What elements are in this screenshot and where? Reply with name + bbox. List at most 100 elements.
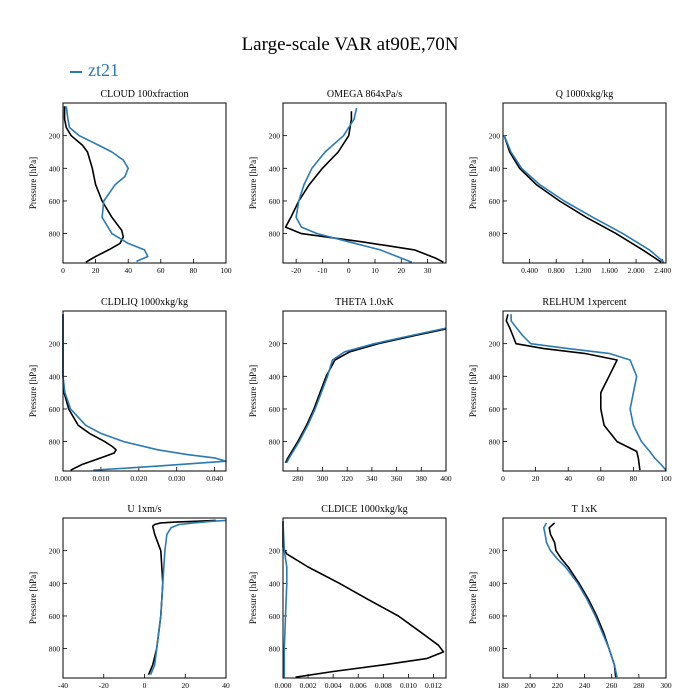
x-tick-label: 0.008 bbox=[375, 681, 392, 690]
figure-title: Large-scale VAR at90E,70N bbox=[241, 34, 459, 55]
x-tick-label: 0.030 bbox=[168, 474, 185, 483]
y-tick-label: 400 bbox=[269, 579, 281, 588]
y-tick-label: 200 bbox=[269, 132, 281, 141]
x-tick-label: 300 bbox=[317, 474, 329, 483]
series-line-zt21 bbox=[503, 135, 665, 263]
panel-title: RELHUM 1xpercent bbox=[542, 297, 626, 308]
y-axis-label: Pressure [hPa] bbox=[248, 157, 258, 209]
y-axis-label: Pressure [hPa] bbox=[28, 157, 38, 209]
y-tick-label: 400 bbox=[489, 579, 501, 588]
y-tick-label: 800 bbox=[269, 438, 281, 447]
x-tick-label: 380 bbox=[416, 474, 428, 483]
panel-title: Q 1000xkg/kg bbox=[556, 89, 614, 100]
plot-frame bbox=[282, 102, 447, 264]
series-line-primary bbox=[147, 519, 216, 676]
series-line-primary bbox=[63, 106, 125, 263]
x-tick-label: 0.000 bbox=[55, 474, 72, 483]
x-tick-label: 0.400 bbox=[521, 266, 538, 275]
x-tick-label: -10 bbox=[317, 266, 327, 275]
x-tick-label: 60 bbox=[597, 474, 605, 483]
y-tick-label: 600 bbox=[489, 405, 501, 414]
x-tick-label: 30 bbox=[424, 266, 432, 275]
x-tick-label: 0 bbox=[143, 681, 147, 690]
x-tick-label: 280 bbox=[292, 474, 304, 483]
series-line-zt21 bbox=[62, 314, 227, 471]
y-tick-label: 600 bbox=[49, 405, 61, 414]
x-tick-label: 100 bbox=[220, 266, 232, 275]
panel-1: CLOUD 100xfraction Pressure [hPa] 0 20 40 60 8… bbox=[28, 89, 232, 275]
x-tick-label: 20 bbox=[182, 681, 190, 690]
x-tick-label: 1.200 bbox=[574, 266, 591, 275]
x-tick-label: 220 bbox=[552, 681, 564, 690]
panel-9: T 1xK Pressure [hPa] 180 200 220 240 260 280 300… bbox=[468, 504, 672, 690]
y-tick-label: 800 bbox=[489, 230, 501, 239]
x-tick-label: 0.800 bbox=[548, 266, 565, 275]
x-tick-label: 20 bbox=[92, 266, 100, 275]
x-tick-label: 60 bbox=[157, 266, 165, 275]
x-tick-label: 260 bbox=[606, 681, 618, 690]
x-tick-label: 360 bbox=[391, 474, 403, 483]
x-tick-label: 0 bbox=[347, 266, 351, 275]
plot-frame bbox=[502, 517, 667, 679]
panel-2: OMEGA 864xPa/s Pressure [hPa] -20 -10 0 10 20 3… bbox=[248, 89, 447, 275]
x-tick-label: 20 bbox=[532, 474, 540, 483]
y-axis-label: Pressure [hPa] bbox=[248, 365, 258, 417]
x-tick-label: -40 bbox=[58, 681, 68, 690]
x-tick-label: 40 bbox=[124, 266, 132, 275]
series-line-primary bbox=[284, 328, 447, 464]
y-tick-label: 800 bbox=[269, 645, 281, 654]
x-tick-label: 0.004 bbox=[325, 681, 342, 690]
panel-title: CLOUD 100xfraction bbox=[100, 89, 188, 100]
series-line-zt21 bbox=[282, 521, 288, 678]
x-tick-label: 2.400 bbox=[654, 266, 671, 275]
x-tick-label: -20 bbox=[291, 266, 301, 275]
y-axis-label: Pressure [hPa] bbox=[28, 365, 38, 417]
x-tick-label: 300 bbox=[660, 681, 672, 690]
x-tick-label: 320 bbox=[342, 474, 354, 483]
plot-frame bbox=[502, 310, 667, 472]
x-tick-label: 0 bbox=[501, 474, 505, 483]
y-tick-label: 600 bbox=[49, 197, 61, 206]
y-axis-label: Pressure [hPa] bbox=[28, 572, 38, 624]
y-tick-label: 400 bbox=[49, 164, 61, 173]
panel-title: CLDLIQ 1000xkg/kg bbox=[101, 297, 188, 308]
series-line-zt21 bbox=[285, 327, 447, 464]
panel-8: CLDICE 1000xkg/kg Pressure [hPa] 0.000 0.00… bbox=[248, 504, 447, 690]
series-line-primary bbox=[548, 522, 617, 678]
y-tick-label: 600 bbox=[269, 197, 281, 206]
y-tick-label: 200 bbox=[49, 340, 61, 349]
y-tick-label: 200 bbox=[269, 547, 281, 556]
y-tick-label: 200 bbox=[489, 340, 501, 349]
series-line-primary bbox=[503, 135, 662, 263]
y-tick-label: 600 bbox=[269, 405, 281, 414]
plot-frame bbox=[62, 102, 227, 264]
y-tick-label: 400 bbox=[269, 164, 281, 173]
y-tick-label: 800 bbox=[49, 438, 61, 447]
y-tick-label: 400 bbox=[489, 164, 501, 173]
x-tick-label: 200 bbox=[525, 681, 537, 690]
x-tick-label: 0 bbox=[61, 266, 65, 275]
y-tick-label: 600 bbox=[489, 612, 501, 621]
panel-title: THETA 1.0xK bbox=[335, 297, 394, 308]
y-tick-label: 200 bbox=[269, 340, 281, 349]
x-tick-label: 0.010 bbox=[400, 681, 417, 690]
panel-6: RELHUM 1xpercent Pressure [hPa] 0 20 40 60 80 1… bbox=[468, 297, 672, 483]
x-tick-label: 0.002 bbox=[300, 681, 317, 690]
x-tick-label: 20 bbox=[398, 266, 406, 275]
panel-title: U 1xm/s bbox=[127, 504, 161, 515]
x-tick-label: 280 bbox=[633, 681, 645, 690]
panel-title: OMEGA 864xPa/s bbox=[327, 89, 402, 100]
y-tick-label: 800 bbox=[489, 438, 501, 447]
x-tick-label: 180 bbox=[497, 681, 509, 690]
x-tick-label: 1.600 bbox=[601, 266, 618, 275]
y-tick-label: 800 bbox=[269, 230, 281, 239]
panel-title: CLDICE 1000xkg/kg bbox=[321, 504, 407, 515]
x-tick-label: 100 bbox=[660, 474, 672, 483]
x-tick-label: 80 bbox=[190, 266, 198, 275]
x-tick-label: 2.000 bbox=[628, 266, 645, 275]
y-tick-label: 400 bbox=[269, 372, 281, 381]
plot-frame bbox=[62, 517, 227, 679]
x-tick-label: 0.040 bbox=[206, 474, 223, 483]
x-tick-label: -20 bbox=[99, 681, 109, 690]
